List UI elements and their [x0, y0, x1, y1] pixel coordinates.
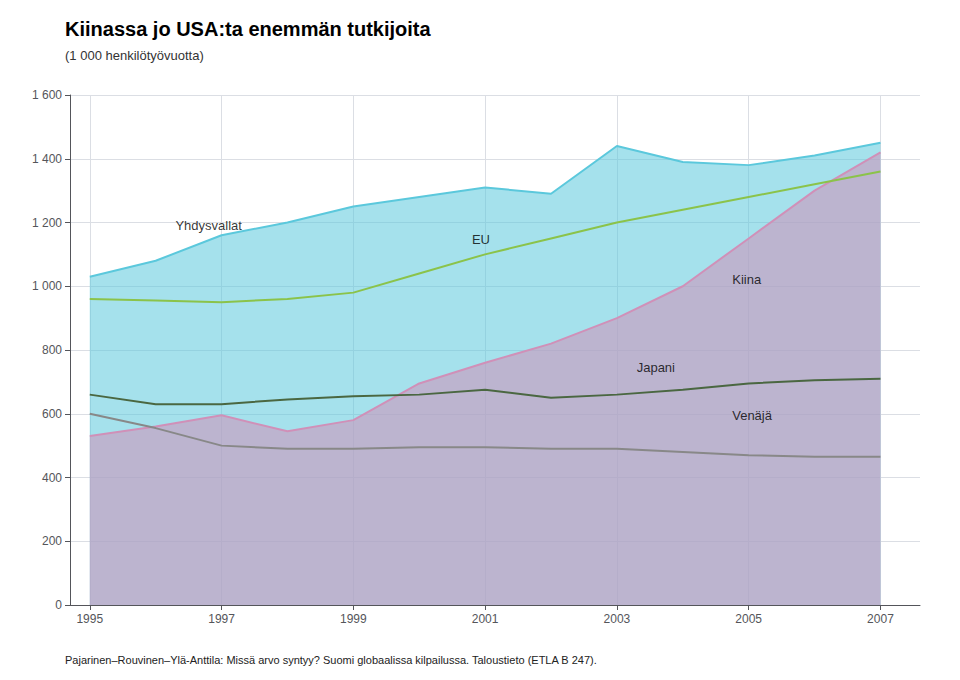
- svg-text:1 200: 1 200: [32, 216, 62, 230]
- svg-text:1 400: 1 400: [32, 152, 62, 166]
- svg-text:Kiina: Kiina: [732, 272, 762, 287]
- svg-text:Pajarinen–Rouvinen–Ylä-Anttila: Pajarinen–Rouvinen–Ylä-Anttila: Missä ar…: [65, 654, 597, 666]
- svg-text:1999: 1999: [340, 612, 367, 626]
- svg-text:200: 200: [42, 534, 62, 548]
- svg-text:1995: 1995: [76, 612, 103, 626]
- svg-text:2005: 2005: [735, 612, 762, 626]
- svg-text:800: 800: [42, 343, 62, 357]
- svg-text:Yhdysvallat: Yhdysvallat: [175, 218, 242, 233]
- svg-text:600: 600: [42, 407, 62, 421]
- svg-text:Venäjä: Venäjä: [732, 408, 773, 423]
- svg-text:(1 000 henkilötyövuotta): (1 000 henkilötyövuotta): [65, 48, 204, 63]
- svg-text:2007: 2007: [867, 612, 894, 626]
- svg-text:0: 0: [55, 598, 62, 612]
- svg-text:1 600: 1 600: [32, 88, 62, 102]
- svg-text:Japani: Japani: [637, 360, 675, 375]
- svg-text:2001: 2001: [472, 612, 499, 626]
- svg-text:1 000: 1 000: [32, 279, 62, 293]
- svg-text:EU: EU: [472, 232, 490, 247]
- svg-text:400: 400: [42, 471, 62, 485]
- svg-text:Kiinassa jo USA:ta enemmän tut: Kiinassa jo USA:ta enemmän tutkijoita: [65, 18, 432, 40]
- svg-text:2003: 2003: [604, 612, 631, 626]
- svg-text:1997: 1997: [208, 612, 235, 626]
